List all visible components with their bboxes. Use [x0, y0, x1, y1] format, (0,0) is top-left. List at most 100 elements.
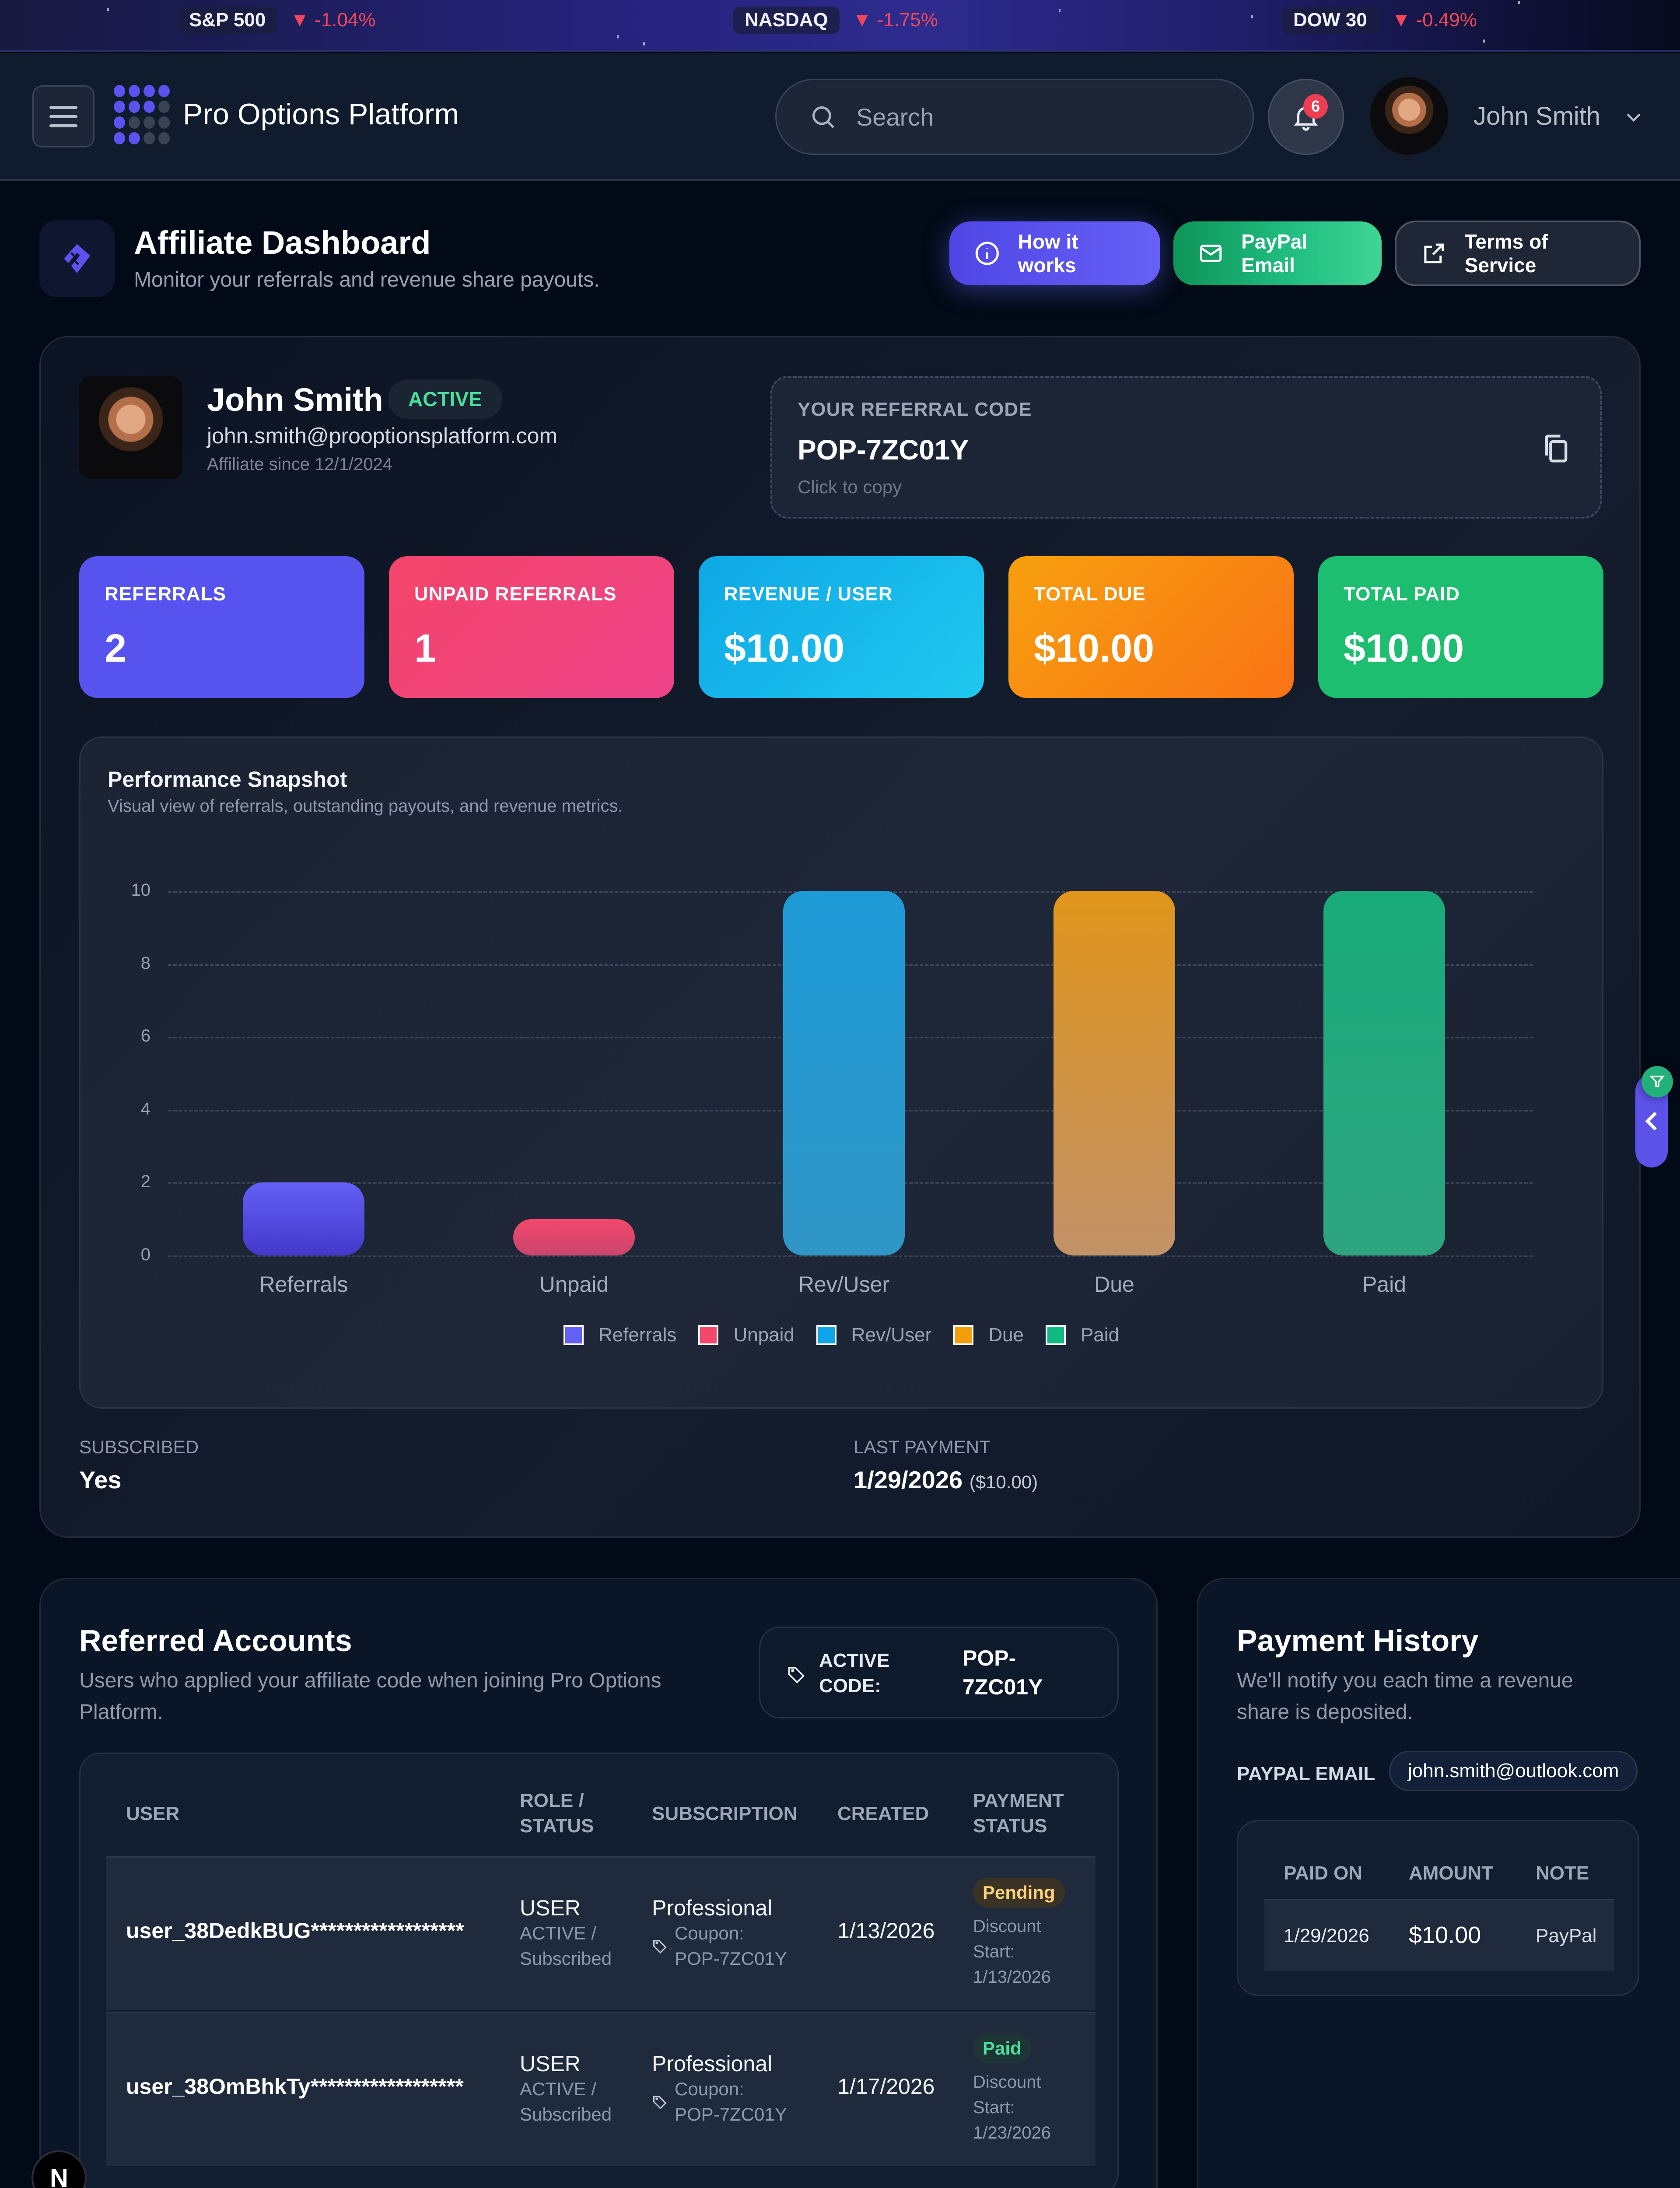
- bar-referrals[interactable]: [243, 1182, 364, 1255]
- x-axis-label: Rev/User: [798, 1272, 890, 1297]
- chevron-down-icon[interactable]: [1621, 105, 1646, 130]
- stat-card-total-paid: TOTAL PAID $10.00: [1318, 556, 1603, 698]
- x-axis-label: Unpaid: [539, 1272, 609, 1297]
- paypal-email-value[interactable]: john.smith@outlook.com: [1389, 1751, 1638, 1791]
- legend-item[interactable]: Rev/User: [816, 1324, 931, 1346]
- menu-button[interactable]: [32, 85, 94, 147]
- legend-swatch: [563, 1325, 584, 1345]
- account-status: ACTIVE / Subscribed: [520, 2079, 612, 2125]
- ticker-symbol: DOW 30: [1282, 7, 1379, 34]
- market-ticker: S&P 500 ▼ -1.04% NASDAQ ▼ -1.75% DOW 30 …: [0, 0, 1680, 52]
- payment-status-badge: Paid: [973, 2034, 1031, 2063]
- subscribed-label: SUBSCRIBED: [79, 1437, 199, 1457]
- bar-unpaid[interactable]: [513, 1219, 635, 1255]
- table-row[interactable]: user_38OmBhkTy****************** USER AC…: [106, 2012, 1096, 2166]
- external-link-icon: [1424, 243, 1444, 263]
- y-tick-label: 10: [131, 880, 151, 900]
- profile-name: John Smith: [207, 382, 383, 418]
- bar-chart: 0 2 4 6 8 10 Referrals Unpaid Rev/User Due Paid: [80, 738, 1602, 1407]
- top-header: Pro Options Platform Search 6 John Smith: [0, 53, 1680, 181]
- role-status-cell: USER ACTIVE / Subscribed: [520, 1895, 625, 1971]
- account-status: ACTIVE / Subscribed: [520, 1923, 612, 1969]
- x-axis-label: Due: [1094, 1272, 1134, 1297]
- search-input[interactable]: Search: [775, 79, 1254, 155]
- paypal-email-button[interactable]: PayPal Email: [1173, 221, 1382, 285]
- tag-icon: [788, 1667, 805, 1683]
- legend-item[interactable]: Paid: [1045, 1324, 1119, 1346]
- legend-item[interactable]: Due: [953, 1324, 1024, 1346]
- legend-swatch: [816, 1325, 836, 1345]
- stat-label: TOTAL DUE: [1034, 583, 1146, 605]
- how-it-works-button[interactable]: How it works: [949, 221, 1160, 285]
- amount: $10.00: [1409, 1922, 1481, 1948]
- legend-swatch: [953, 1325, 974, 1345]
- last-payment-date: 1/29/2026: [854, 1466, 963, 1494]
- y-tick-label: 4: [140, 1099, 150, 1119]
- page-subtitle: Monitor your referrals and revenue share…: [134, 268, 600, 291]
- column-header: SUBSCRIPTION: [652, 1803, 798, 1824]
- stat-card-revenue-per-user: REVENUE / USER $10.00: [699, 556, 984, 698]
- status-badge: ACTIVE: [388, 379, 502, 419]
- subscribed-value: Yes: [79, 1466, 122, 1494]
- ticker-nasdaq[interactable]: NASDAQ ▼ -1.75%: [733, 6, 938, 34]
- referred-user-id: user_38DedkBUG******************: [126, 1918, 464, 1943]
- handshake-icon: [39, 220, 115, 297]
- copy-icon[interactable]: [1540, 432, 1573, 465]
- affiliate-summary-card: John Smith ACTIVE john.smith@prooptionsp…: [39, 336, 1641, 1538]
- last-payment-label: LAST PAYMENT: [854, 1437, 990, 1457]
- button-label: Terms of Service: [1464, 230, 1548, 277]
- button-label: How it works: [1018, 230, 1078, 277]
- terms-of-service-button[interactable]: Terms of Service: [1395, 221, 1641, 286]
- last-payment-value: 1/29/2026 ($10.00): [854, 1466, 1038, 1494]
- ticker-dow30[interactable]: DOW 30 ▼ -0.49%: [1282, 6, 1477, 34]
- dev-tools-badge[interactable]: N: [32, 2150, 87, 2188]
- paid-on: 1/29/2026: [1284, 1925, 1369, 1946]
- referred-accounts-table: USER ROLE / STATUS SUBSCRIPTION CREATED …: [79, 1753, 1119, 2188]
- affiliate-since: Affiliate since 12/1/2024: [207, 455, 393, 474]
- user-name[interactable]: John Smith: [1474, 102, 1601, 130]
- active-code-box: ACTIVE CODE: POP-7ZC01Y: [759, 1627, 1119, 1718]
- table-header: USER ROLE / STATUS SUBSCRIPTION CREATED …: [80, 1754, 1117, 1857]
- column-header: AMOUNT: [1409, 1862, 1494, 1884]
- menu-icon-line: [49, 105, 77, 109]
- referral-code-label: YOUR REFERRAL CODE: [798, 399, 1032, 420]
- brand-name[interactable]: Pro Options Platform: [183, 98, 459, 131]
- legend-item[interactable]: Unpaid: [698, 1324, 794, 1346]
- performance-chart-card: Performance Snapshot Visual view of refe…: [79, 736, 1603, 1409]
- filter-button[interactable]: [1642, 1066, 1673, 1098]
- discount-start: Discount Start: 1/23/2026: [973, 2072, 1051, 2142]
- user-avatar[interactable]: [1370, 77, 1448, 155]
- bar-paid[interactable]: [1323, 891, 1445, 1255]
- x-axis-label: Paid: [1362, 1272, 1407, 1297]
- payment-status-badge: Pending: [973, 1878, 1065, 1907]
- payment-history-card: Payment History We'll notify you each ti…: [1197, 1578, 1680, 2188]
- legend-item[interactable]: Referrals: [563, 1324, 677, 1346]
- mail-icon: [1200, 245, 1222, 262]
- table-row[interactable]: user_38DedkBUG****************** USER AC…: [106, 1856, 1096, 2010]
- coupon-code: Coupon: POP-7ZC01Y: [675, 1923, 787, 1969]
- bar-rev-user[interactable]: [783, 891, 905, 1255]
- active-code-label: ACTIVE CODE:: [819, 1650, 890, 1697]
- info-icon: [975, 242, 999, 265]
- stat-value: 2: [105, 627, 127, 670]
- referral-code-copy-box[interactable]: YOUR REFERRAL CODE POP-7ZC01Y Click to c…: [770, 376, 1602, 519]
- subscription-cell: Professional Coupon: POP-7ZC01Y: [652, 2051, 809, 2127]
- ticker-sp500[interactable]: S&P 500 ▼ -1.04%: [178, 6, 376, 34]
- legend-label: Referrals: [598, 1324, 677, 1346]
- plan-name: Professional: [652, 2051, 773, 2076]
- section-title: Payment History: [1237, 1623, 1479, 1658]
- y-tick-label: 0: [140, 1245, 150, 1264]
- created-date: 1/17/2026: [837, 2074, 935, 2099]
- notifications-button[interactable]: 6: [1268, 79, 1344, 155]
- bar-due[interactable]: [1054, 891, 1175, 1255]
- page-title: Affiliate Dashboard: [134, 224, 431, 261]
- role: USER: [520, 1896, 581, 1920]
- table-row[interactable]: 1/29/2026 $10.00 PayPal: [1264, 1899, 1614, 1971]
- stat-value: $10.00: [1344, 627, 1464, 670]
- legend-swatch: [1045, 1325, 1066, 1345]
- paypal-email-label: PAYPAL EMAIL: [1237, 1763, 1376, 1785]
- x-axis-label: Referrals: [259, 1272, 348, 1297]
- stat-label: UNPAID REFERRALS: [414, 583, 617, 605]
- tag-icon: [653, 1940, 667, 1954]
- gridline: [168, 1255, 1533, 1257]
